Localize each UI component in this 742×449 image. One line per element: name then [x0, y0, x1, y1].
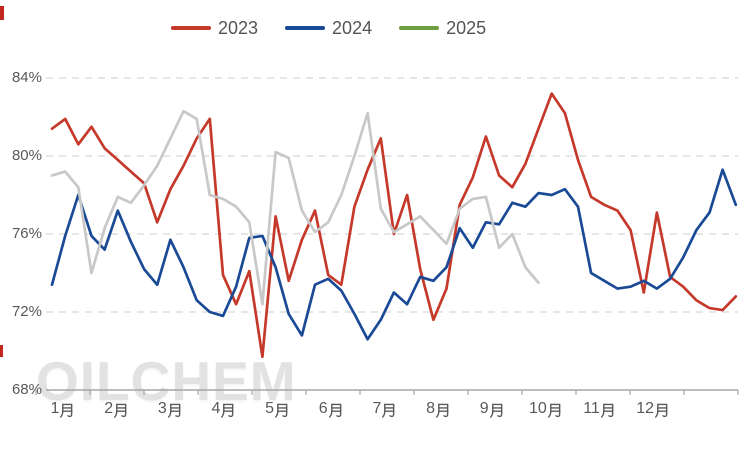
legend-swatch-2025 — [399, 26, 440, 30]
x-tick-label-7: 7 — [354, 399, 414, 419]
x-tick-number: 4 — [211, 400, 221, 417]
legend-label-2024: 2024 — [332, 18, 373, 38]
x-tick-label-6: 6 — [301, 399, 361, 419]
x-tick-number: 7 — [372, 400, 382, 417]
yue-month-glyph — [60, 403, 73, 418]
yue-month-glyph — [489, 403, 503, 418]
x-tick-label-1: 1 — [33, 399, 93, 419]
x-tick-label-2: 2 — [86, 399, 146, 419]
yue-month-glyph — [600, 403, 614, 418]
x-tick-number: 11 — [583, 400, 600, 417]
x-tick-label-4: 4 — [193, 399, 253, 419]
yue-month-glyph — [275, 403, 288, 418]
legend-label-2025: 2025 — [446, 18, 487, 38]
x-tick-number: 10 — [528, 400, 547, 417]
y-tick-80: 80% — [11, 147, 42, 164]
legend-item-2023: 2023 — [171, 19, 258, 37]
yue-month-glyph — [436, 403, 449, 418]
x-tick-number: 2 — [104, 400, 114, 417]
y-tick-72: 72% — [11, 303, 42, 320]
series-line-2023 — [50, 92, 738, 359]
yue-month-glyph — [382, 403, 395, 418]
x-tick-number: 1 — [50, 400, 60, 417]
oilchem-watermark: OILCHEM — [36, 350, 297, 412]
yue-month-glyph — [547, 403, 561, 418]
yue-month-glyph — [221, 403, 234, 418]
legend-item-2024: 2024 — [285, 19, 372, 37]
x-tick-number: 12 — [636, 400, 655, 417]
x-tick-label-10: 10 — [515, 399, 575, 419]
y-tick-84: 84% — [11, 69, 42, 86]
yue-month-glyph — [328, 403, 342, 418]
x-tick-label-8: 8 — [408, 399, 468, 419]
red-edge-mark-top — [0, 6, 4, 20]
yue-month-glyph — [167, 403, 181, 418]
x-tick-number: 9 — [479, 400, 489, 417]
series-line-2024 — [50, 168, 738, 341]
red-edge-mark-bottom — [0, 345, 3, 357]
x-tick-number: 6 — [318, 400, 328, 417]
y-tick-76: 76% — [11, 225, 42, 242]
x-tick-number: 5 — [265, 400, 275, 417]
legend-swatch-2023 — [171, 26, 211, 30]
x-tick-label-5: 5 — [247, 399, 307, 419]
x-tick-number: 3 — [157, 400, 167, 417]
x-tick-label-9: 9 — [462, 399, 522, 419]
x-tick-label-12: 12 — [623, 399, 683, 419]
legend-swatch-2024 — [285, 26, 326, 30]
legend-label-2023: 2023 — [218, 18, 259, 38]
x-tick-label-11: 11 — [569, 399, 629, 419]
x-tick-number: 8 — [426, 400, 435, 417]
x-tick-label-3: 3 — [140, 399, 200, 419]
yue-month-glyph — [114, 403, 127, 418]
series-line-2025 — [50, 109, 540, 306]
legend-item-2025: 2025 — [399, 19, 486, 37]
yue-month-glyph — [655, 403, 668, 418]
chart-legend: 2023 2024 2025 — [171, 19, 486, 37]
y-tick-68: 68% — [11, 381, 42, 398]
